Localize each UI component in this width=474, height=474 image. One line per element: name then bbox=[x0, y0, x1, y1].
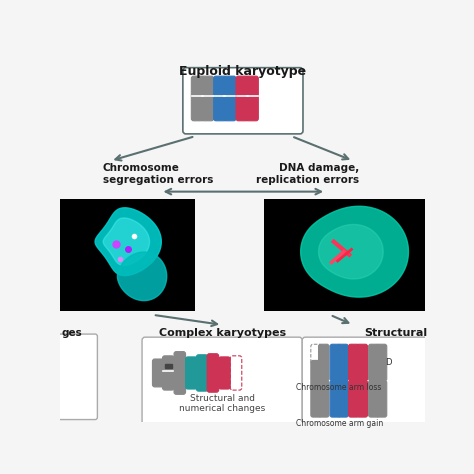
Text: ges: ges bbox=[62, 328, 83, 338]
FancyBboxPatch shape bbox=[330, 344, 340, 381]
FancyBboxPatch shape bbox=[185, 357, 197, 389]
FancyBboxPatch shape bbox=[201, 76, 214, 121]
FancyBboxPatch shape bbox=[311, 381, 321, 417]
Polygon shape bbox=[301, 206, 409, 297]
FancyBboxPatch shape bbox=[319, 381, 329, 417]
FancyBboxPatch shape bbox=[163, 356, 174, 390]
FancyBboxPatch shape bbox=[311, 360, 321, 383]
Polygon shape bbox=[103, 218, 149, 265]
Text: Chromosome arm gain: Chromosome arm gain bbox=[296, 419, 383, 428]
FancyBboxPatch shape bbox=[338, 344, 348, 381]
FancyBboxPatch shape bbox=[219, 357, 230, 389]
Text: Chromosome arm loss: Chromosome arm loss bbox=[297, 383, 382, 392]
Text: DNA damage,
replication errors: DNA damage, replication errors bbox=[256, 163, 359, 185]
FancyBboxPatch shape bbox=[357, 344, 367, 381]
FancyBboxPatch shape bbox=[142, 337, 302, 424]
FancyBboxPatch shape bbox=[376, 344, 387, 381]
FancyBboxPatch shape bbox=[348, 344, 359, 381]
FancyBboxPatch shape bbox=[153, 359, 164, 387]
FancyBboxPatch shape bbox=[302, 337, 428, 424]
FancyBboxPatch shape bbox=[58, 334, 97, 419]
FancyBboxPatch shape bbox=[174, 352, 185, 394]
FancyBboxPatch shape bbox=[357, 381, 367, 417]
FancyBboxPatch shape bbox=[246, 76, 258, 121]
Polygon shape bbox=[95, 208, 161, 275]
FancyBboxPatch shape bbox=[376, 381, 387, 417]
Text: D: D bbox=[385, 358, 392, 367]
Bar bbox=[165, 365, 172, 368]
FancyBboxPatch shape bbox=[369, 381, 379, 417]
Text: Complex karyotypes: Complex karyotypes bbox=[159, 328, 286, 338]
FancyBboxPatch shape bbox=[319, 344, 329, 381]
FancyBboxPatch shape bbox=[207, 354, 219, 392]
Text: Structural: Structural bbox=[365, 328, 428, 338]
FancyBboxPatch shape bbox=[183, 68, 303, 134]
FancyBboxPatch shape bbox=[196, 355, 208, 391]
FancyBboxPatch shape bbox=[348, 381, 359, 417]
Text: Euploid karyotype: Euploid karyotype bbox=[179, 64, 307, 78]
FancyBboxPatch shape bbox=[191, 76, 204, 121]
Text: Chromosome
segregation errors: Chromosome segregation errors bbox=[103, 163, 213, 185]
FancyBboxPatch shape bbox=[338, 381, 348, 417]
Text: Structural and
numerical changes: Structural and numerical changes bbox=[179, 394, 265, 413]
FancyBboxPatch shape bbox=[236, 76, 248, 121]
Polygon shape bbox=[319, 225, 383, 279]
FancyBboxPatch shape bbox=[214, 76, 226, 121]
Polygon shape bbox=[118, 252, 167, 301]
FancyBboxPatch shape bbox=[224, 76, 236, 121]
Bar bbox=[61, 200, 195, 311]
FancyBboxPatch shape bbox=[369, 344, 379, 381]
FancyBboxPatch shape bbox=[330, 381, 340, 417]
Bar bbox=[264, 200, 425, 311]
